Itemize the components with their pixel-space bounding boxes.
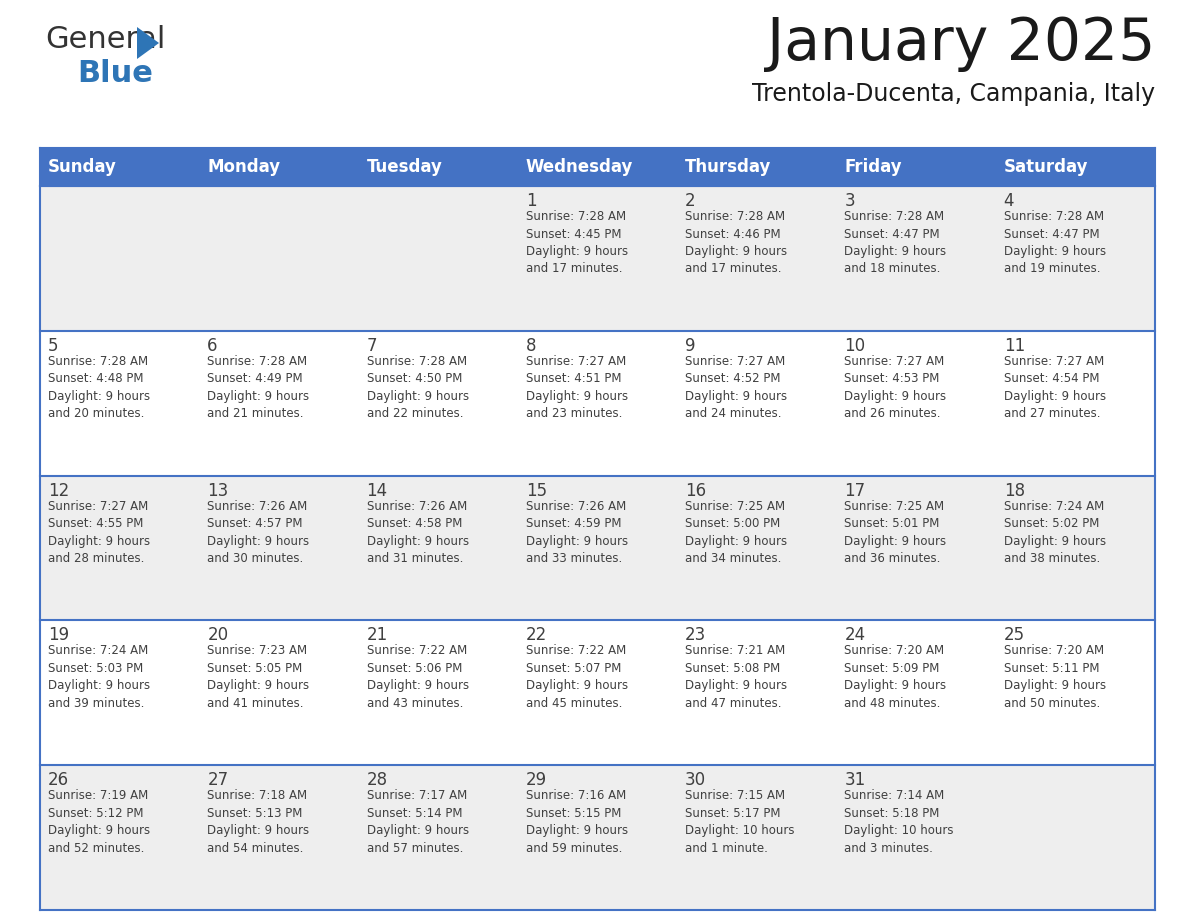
- Text: Sunrise: 7:27 AM
Sunset: 4:55 PM
Daylight: 9 hours
and 28 minutes.: Sunrise: 7:27 AM Sunset: 4:55 PM Dayligh…: [48, 499, 150, 565]
- Text: 22: 22: [526, 626, 548, 644]
- Text: General: General: [45, 25, 165, 54]
- Text: Saturday: Saturday: [1004, 158, 1088, 176]
- Text: Sunrise: 7:21 AM
Sunset: 5:08 PM
Daylight: 9 hours
and 47 minutes.: Sunrise: 7:21 AM Sunset: 5:08 PM Dayligh…: [685, 644, 788, 710]
- Bar: [40, 186, 1155, 330]
- Text: Sunrise: 7:25 AM
Sunset: 5:01 PM
Daylight: 9 hours
and 36 minutes.: Sunrise: 7:25 AM Sunset: 5:01 PM Dayligh…: [845, 499, 947, 565]
- Text: Thursday: Thursday: [685, 158, 771, 176]
- Text: 1: 1: [526, 192, 537, 210]
- Polygon shape: [137, 27, 159, 59]
- Text: Sunrise: 7:14 AM
Sunset: 5:18 PM
Daylight: 10 hours
and 3 minutes.: Sunrise: 7:14 AM Sunset: 5:18 PM Dayligh…: [845, 789, 954, 855]
- Text: Sunrise: 7:22 AM
Sunset: 5:07 PM
Daylight: 9 hours
and 45 minutes.: Sunrise: 7:22 AM Sunset: 5:07 PM Dayligh…: [526, 644, 628, 710]
- Text: Sunrise: 7:16 AM
Sunset: 5:15 PM
Daylight: 9 hours
and 59 minutes.: Sunrise: 7:16 AM Sunset: 5:15 PM Dayligh…: [526, 789, 628, 855]
- Text: 3: 3: [845, 192, 855, 210]
- Bar: [40, 621, 1155, 766]
- Text: 31: 31: [845, 771, 866, 789]
- Text: 23: 23: [685, 626, 707, 644]
- Text: Sunrise: 7:28 AM
Sunset: 4:47 PM
Daylight: 9 hours
and 18 minutes.: Sunrise: 7:28 AM Sunset: 4:47 PM Dayligh…: [845, 210, 947, 275]
- Text: 24: 24: [845, 626, 866, 644]
- Text: 12: 12: [48, 482, 69, 499]
- Text: Sunrise: 7:27 AM
Sunset: 4:51 PM
Daylight: 9 hours
and 23 minutes.: Sunrise: 7:27 AM Sunset: 4:51 PM Dayligh…: [526, 354, 628, 420]
- Text: Sunrise: 7:23 AM
Sunset: 5:05 PM
Daylight: 9 hours
and 41 minutes.: Sunrise: 7:23 AM Sunset: 5:05 PM Dayligh…: [207, 644, 309, 710]
- Bar: [40, 766, 1155, 910]
- Text: 6: 6: [207, 337, 217, 354]
- Text: 27: 27: [207, 771, 228, 789]
- Text: Sunrise: 7:28 AM
Sunset: 4:48 PM
Daylight: 9 hours
and 20 minutes.: Sunrise: 7:28 AM Sunset: 4:48 PM Dayligh…: [48, 354, 150, 420]
- Text: 19: 19: [48, 626, 69, 644]
- Text: Sunrise: 7:28 AM
Sunset: 4:46 PM
Daylight: 9 hours
and 17 minutes.: Sunrise: 7:28 AM Sunset: 4:46 PM Dayligh…: [685, 210, 788, 275]
- Text: Sunrise: 7:27 AM
Sunset: 4:53 PM
Daylight: 9 hours
and 26 minutes.: Sunrise: 7:27 AM Sunset: 4:53 PM Dayligh…: [845, 354, 947, 420]
- Text: Friday: Friday: [845, 158, 902, 176]
- Text: 13: 13: [207, 482, 228, 499]
- Text: 11: 11: [1004, 337, 1025, 354]
- Text: Sunrise: 7:28 AM
Sunset: 4:45 PM
Daylight: 9 hours
and 17 minutes.: Sunrise: 7:28 AM Sunset: 4:45 PM Dayligh…: [526, 210, 628, 275]
- Text: 14: 14: [367, 482, 387, 499]
- Text: Sunrise: 7:18 AM
Sunset: 5:13 PM
Daylight: 9 hours
and 54 minutes.: Sunrise: 7:18 AM Sunset: 5:13 PM Dayligh…: [207, 789, 309, 855]
- Text: Trentola-Ducenta, Campania, Italy: Trentola-Ducenta, Campania, Italy: [752, 82, 1155, 106]
- Text: 26: 26: [48, 771, 69, 789]
- Text: Wednesday: Wednesday: [526, 158, 633, 176]
- Bar: [40, 330, 1155, 476]
- Text: Blue: Blue: [77, 59, 153, 88]
- Text: Sunrise: 7:20 AM
Sunset: 5:09 PM
Daylight: 9 hours
and 48 minutes.: Sunrise: 7:20 AM Sunset: 5:09 PM Dayligh…: [845, 644, 947, 710]
- Text: 18: 18: [1004, 482, 1025, 499]
- Text: 10: 10: [845, 337, 866, 354]
- Text: 17: 17: [845, 482, 866, 499]
- Text: 2: 2: [685, 192, 696, 210]
- Text: 21: 21: [367, 626, 387, 644]
- Text: Sunrise: 7:20 AM
Sunset: 5:11 PM
Daylight: 9 hours
and 50 minutes.: Sunrise: 7:20 AM Sunset: 5:11 PM Dayligh…: [1004, 644, 1106, 710]
- Text: 20: 20: [207, 626, 228, 644]
- Text: Tuesday: Tuesday: [367, 158, 442, 176]
- Text: Sunrise: 7:15 AM
Sunset: 5:17 PM
Daylight: 10 hours
and 1 minute.: Sunrise: 7:15 AM Sunset: 5:17 PM Dayligh…: [685, 789, 795, 855]
- Text: 7: 7: [367, 337, 377, 354]
- Text: 4: 4: [1004, 192, 1015, 210]
- Text: Monday: Monday: [207, 158, 280, 176]
- Text: 29: 29: [526, 771, 546, 789]
- Bar: [40, 476, 1155, 621]
- Text: Sunrise: 7:17 AM
Sunset: 5:14 PM
Daylight: 9 hours
and 57 minutes.: Sunrise: 7:17 AM Sunset: 5:14 PM Dayligh…: [367, 789, 469, 855]
- Text: Sunrise: 7:24 AM
Sunset: 5:02 PM
Daylight: 9 hours
and 38 minutes.: Sunrise: 7:24 AM Sunset: 5:02 PM Dayligh…: [1004, 499, 1106, 565]
- Text: 5: 5: [48, 337, 58, 354]
- Text: Sunrise: 7:19 AM
Sunset: 5:12 PM
Daylight: 9 hours
and 52 minutes.: Sunrise: 7:19 AM Sunset: 5:12 PM Dayligh…: [48, 789, 150, 855]
- Text: 28: 28: [367, 771, 387, 789]
- Text: Sunrise: 7:28 AM
Sunset: 4:47 PM
Daylight: 9 hours
and 19 minutes.: Sunrise: 7:28 AM Sunset: 4:47 PM Dayligh…: [1004, 210, 1106, 275]
- Text: 16: 16: [685, 482, 707, 499]
- Text: Sunrise: 7:27 AM
Sunset: 4:52 PM
Daylight: 9 hours
and 24 minutes.: Sunrise: 7:27 AM Sunset: 4:52 PM Dayligh…: [685, 354, 788, 420]
- Text: Sunrise: 7:27 AM
Sunset: 4:54 PM
Daylight: 9 hours
and 27 minutes.: Sunrise: 7:27 AM Sunset: 4:54 PM Dayligh…: [1004, 354, 1106, 420]
- Bar: [40, 148, 1155, 186]
- Text: 15: 15: [526, 482, 546, 499]
- Text: 30: 30: [685, 771, 707, 789]
- Text: Sunrise: 7:24 AM
Sunset: 5:03 PM
Daylight: 9 hours
and 39 minutes.: Sunrise: 7:24 AM Sunset: 5:03 PM Dayligh…: [48, 644, 150, 710]
- Text: 9: 9: [685, 337, 696, 354]
- Text: Sunrise: 7:22 AM
Sunset: 5:06 PM
Daylight: 9 hours
and 43 minutes.: Sunrise: 7:22 AM Sunset: 5:06 PM Dayligh…: [367, 644, 469, 710]
- Text: January 2025: January 2025: [766, 15, 1155, 72]
- Text: Sunrise: 7:26 AM
Sunset: 4:57 PM
Daylight: 9 hours
and 30 minutes.: Sunrise: 7:26 AM Sunset: 4:57 PM Dayligh…: [207, 499, 309, 565]
- Text: Sunrise: 7:26 AM
Sunset: 4:59 PM
Daylight: 9 hours
and 33 minutes.: Sunrise: 7:26 AM Sunset: 4:59 PM Dayligh…: [526, 499, 628, 565]
- Text: 8: 8: [526, 337, 536, 354]
- Text: Sunday: Sunday: [48, 158, 116, 176]
- Text: Sunrise: 7:28 AM
Sunset: 4:49 PM
Daylight: 9 hours
and 21 minutes.: Sunrise: 7:28 AM Sunset: 4:49 PM Dayligh…: [207, 354, 309, 420]
- Text: Sunrise: 7:28 AM
Sunset: 4:50 PM
Daylight: 9 hours
and 22 minutes.: Sunrise: 7:28 AM Sunset: 4:50 PM Dayligh…: [367, 354, 469, 420]
- Text: Sunrise: 7:25 AM
Sunset: 5:00 PM
Daylight: 9 hours
and 34 minutes.: Sunrise: 7:25 AM Sunset: 5:00 PM Dayligh…: [685, 499, 788, 565]
- Text: Sunrise: 7:26 AM
Sunset: 4:58 PM
Daylight: 9 hours
and 31 minutes.: Sunrise: 7:26 AM Sunset: 4:58 PM Dayligh…: [367, 499, 469, 565]
- Text: 25: 25: [1004, 626, 1025, 644]
